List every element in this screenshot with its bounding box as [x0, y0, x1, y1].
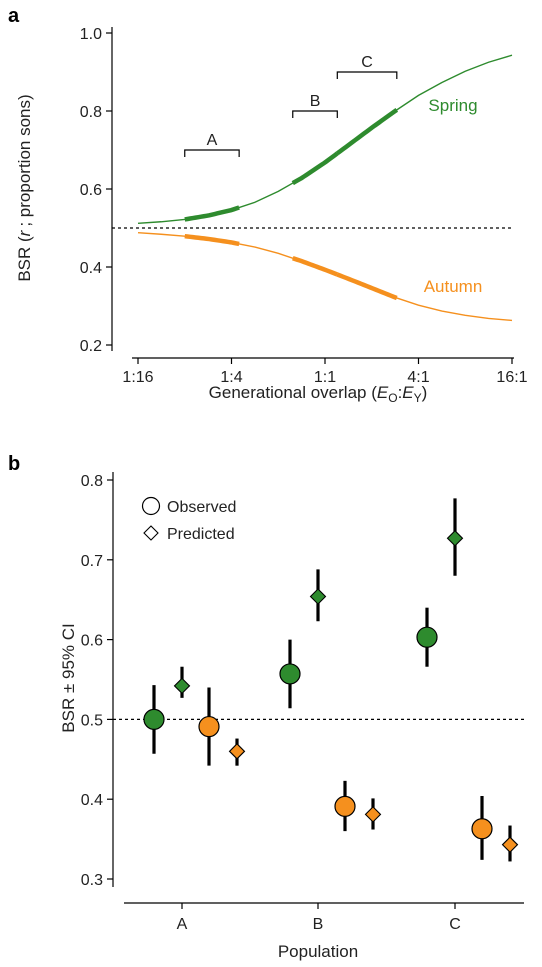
- panel-b-y-tick-label: 0.4: [81, 792, 103, 809]
- panel-b-y-tick-label: 0.6: [81, 633, 103, 650]
- point-c-spring-observed-marker: [416, 626, 438, 648]
- panel-b-y-tick-label: 0.8: [81, 473, 103, 490]
- bracket-b-label: B: [310, 93, 321, 110]
- panel-a-y-tick-label: 0.2: [80, 338, 102, 355]
- panel-a-x-axis-title: Generational overlap (EO:EY): [209, 383, 428, 405]
- panel-a-y-tick-label: 0.4: [80, 260, 102, 277]
- panel-a-x-tick-label: 16:1: [496, 369, 527, 386]
- panel-a-x-tick-label: 1:4: [220, 369, 242, 386]
- spring-highlight-a: [184, 205, 240, 222]
- spring-series-label: Spring: [428, 96, 477, 115]
- panel-a: a 0.2 0.4 0.6 0.8 1.0 1:16 1:4 1:1 4:1 16:1 A B C S…: [8, 5, 528, 405]
- spring-curve: [137, 54, 513, 225]
- point-b-spring-observed-marker: [279, 663, 301, 685]
- panel-b-y-axis-title: BSR ± 95% CI: [59, 623, 78, 732]
- panel-b-x-axis-title: Population: [278, 942, 358, 961]
- legend-predicted-marker: [143, 525, 159, 541]
- point-a-autumn-predicted-marker: [228, 743, 246, 760]
- panel-a-y-tick-label: 1.0: [80, 26, 102, 43]
- panel-a-y-axis-title: BSR (r; proportion sons): [15, 94, 34, 281]
- autumn-highlight-b: [292, 256, 339, 277]
- bracket-c-label: C: [361, 54, 373, 71]
- panel-a-series: [137, 54, 513, 322]
- panel-b-y-tick-label: 0.7: [81, 553, 103, 570]
- panel-a-y-tick-label: 0.6: [80, 182, 102, 199]
- point-b-autumn-predicted-marker: [364, 806, 382, 823]
- bracket-a-label: A: [207, 132, 218, 149]
- autumn-series-label: Autumn: [424, 277, 483, 296]
- point-a-spring-predicted-marker: [173, 677, 191, 695]
- legend-predicted-label: Predicted: [167, 526, 235, 543]
- point-a-autumn-observed-marker: [198, 715, 220, 738]
- panel-a-x-tick-label: 4:1: [407, 369, 429, 386]
- panel-a-y-tick-label: 0.8: [80, 104, 102, 121]
- point-a-spring-observed-marker: [143, 708, 165, 731]
- panel-a-brackets: A B C: [184, 54, 398, 157]
- autumn-highlight-a: [184, 233, 240, 247]
- spring-highlight-b: [291, 151, 339, 186]
- legend-observed-label: Observed: [167, 499, 236, 516]
- point-b-autumn-observed-marker: [334, 795, 356, 817]
- panel-b-axes: 0.3 0.4 0.5 0.6 0.7 0.8 A B C: [81, 472, 524, 933]
- panel-b-x-tick-label: C: [449, 916, 461, 933]
- panel-a-x-tick-label: 1:1: [314, 369, 336, 386]
- panel-b-y-tick-label: 0.3: [81, 872, 103, 889]
- panel-a-series-labels: Spring Autumn: [424, 96, 483, 296]
- autumn-highlight-c: [336, 272, 398, 301]
- point-b-spring-predicted-marker: [309, 588, 327, 605]
- bracket-c: [336, 71, 398, 79]
- legend-observed-marker: [141, 496, 161, 516]
- panel-b-x-tick-label: A: [177, 916, 188, 933]
- panel-a-x-tick-label: 1:16: [122, 369, 153, 386]
- panel-b-x-tick-label: B: [313, 916, 324, 933]
- panel-b: b 0.3 0.4 0.5 0.6 0.7 0.8 A B C Observed Predicte…: [8, 453, 524, 961]
- panel-b-legend: Observed Predicted: [141, 496, 236, 543]
- spring-highlight-c: [335, 108, 399, 156]
- point-c-autumn-predicted-marker: [501, 836, 519, 853]
- bracket-b: [292, 110, 338, 118]
- panel-b-letter: b: [8, 453, 20, 475]
- point-c-autumn-observed-marker: [471, 818, 493, 840]
- panel-a-axes: 0.2 0.4 0.6 0.8 1.0 1:16 1:4 1:1 4:1 16:1: [80, 26, 528, 386]
- panel-b-y-tick-label: 0.5: [81, 712, 103, 729]
- point-c-spring-predicted-marker: [446, 529, 464, 547]
- bracket-a: [184, 149, 240, 157]
- panel-a-letter: a: [8, 5, 20, 27]
- panel-b-points: [143, 498, 519, 862]
